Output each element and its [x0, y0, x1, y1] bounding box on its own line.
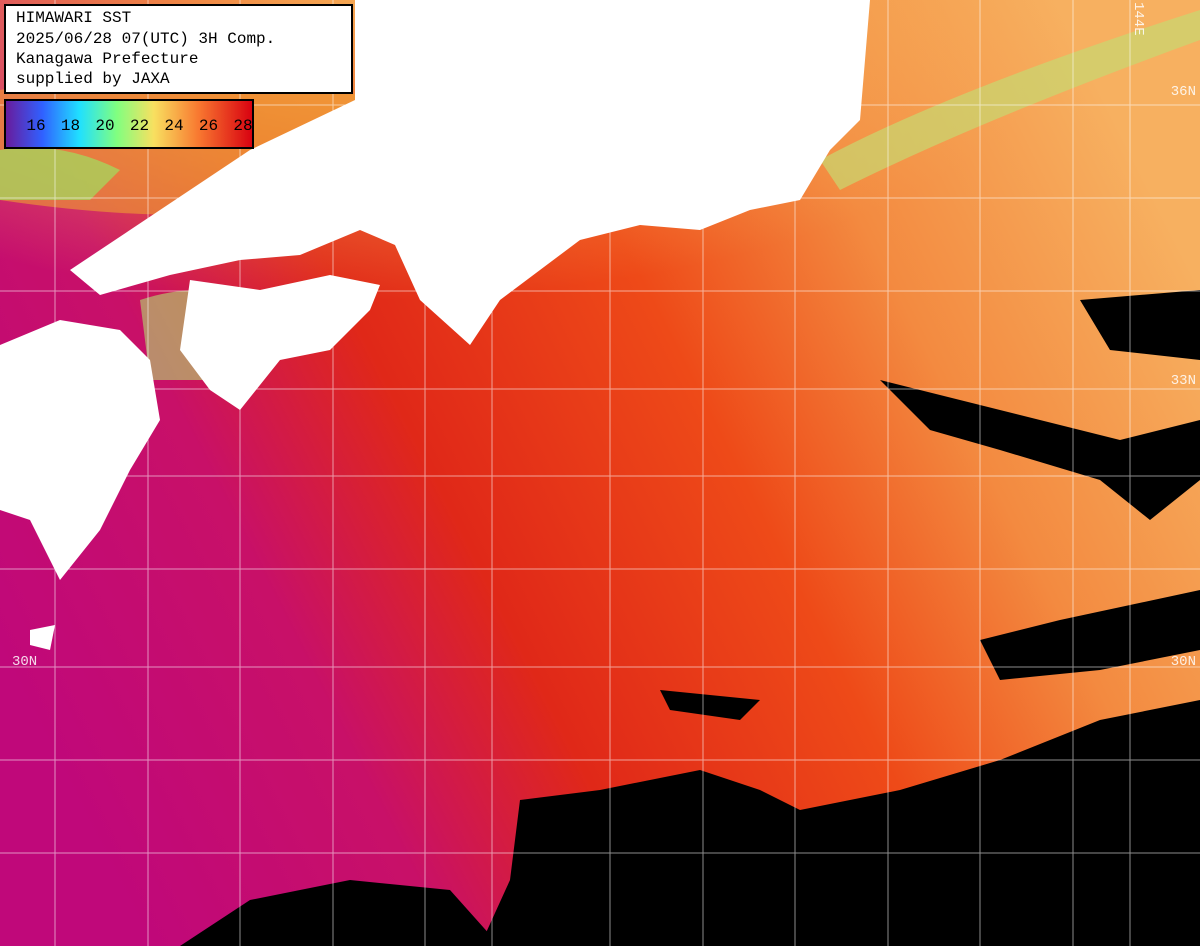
colorbar-tick-label: 18: [61, 117, 80, 135]
colorbar-tick-label: 26: [199, 117, 218, 135]
colorbar-tick-label: 16: [26, 117, 45, 135]
colorbar-tick-label: 22: [130, 117, 149, 135]
lon-label: 135E: [492, 2, 508, 36]
colorbar: 16 18 20 22 24 26 28: [4, 99, 254, 149]
land: [0, 0, 870, 650]
header-line: HIMAWARI SST: [16, 9, 131, 27]
colorbar-tick-label: 20: [95, 117, 114, 135]
lat-label: 33N: [1171, 373, 1196, 389]
lon-label: 144E: [1130, 2, 1146, 36]
cloud-mask: [180, 290, 1200, 946]
header-line: supplied by JAXA: [16, 70, 170, 88]
lat-label: 30N: [12, 654, 37, 670]
colorbar-tick-label: 28: [233, 117, 252, 135]
colorbar-tick-label: 24: [164, 117, 183, 135]
lat-label: 30N: [1171, 654, 1196, 670]
lat-label: 36N: [1171, 84, 1196, 100]
header-line: 2025/06/28 07(UTC) 3H Comp.: [16, 30, 275, 48]
header-box: HIMAWARI SST 2025/06/28 07(UTC) 3H Comp.…: [4, 4, 353, 94]
graticule-labels: 36N 33N 30N 30N 135E 144E: [12, 2, 1196, 670]
header-line: Kanagawa Prefecture: [16, 50, 198, 68]
